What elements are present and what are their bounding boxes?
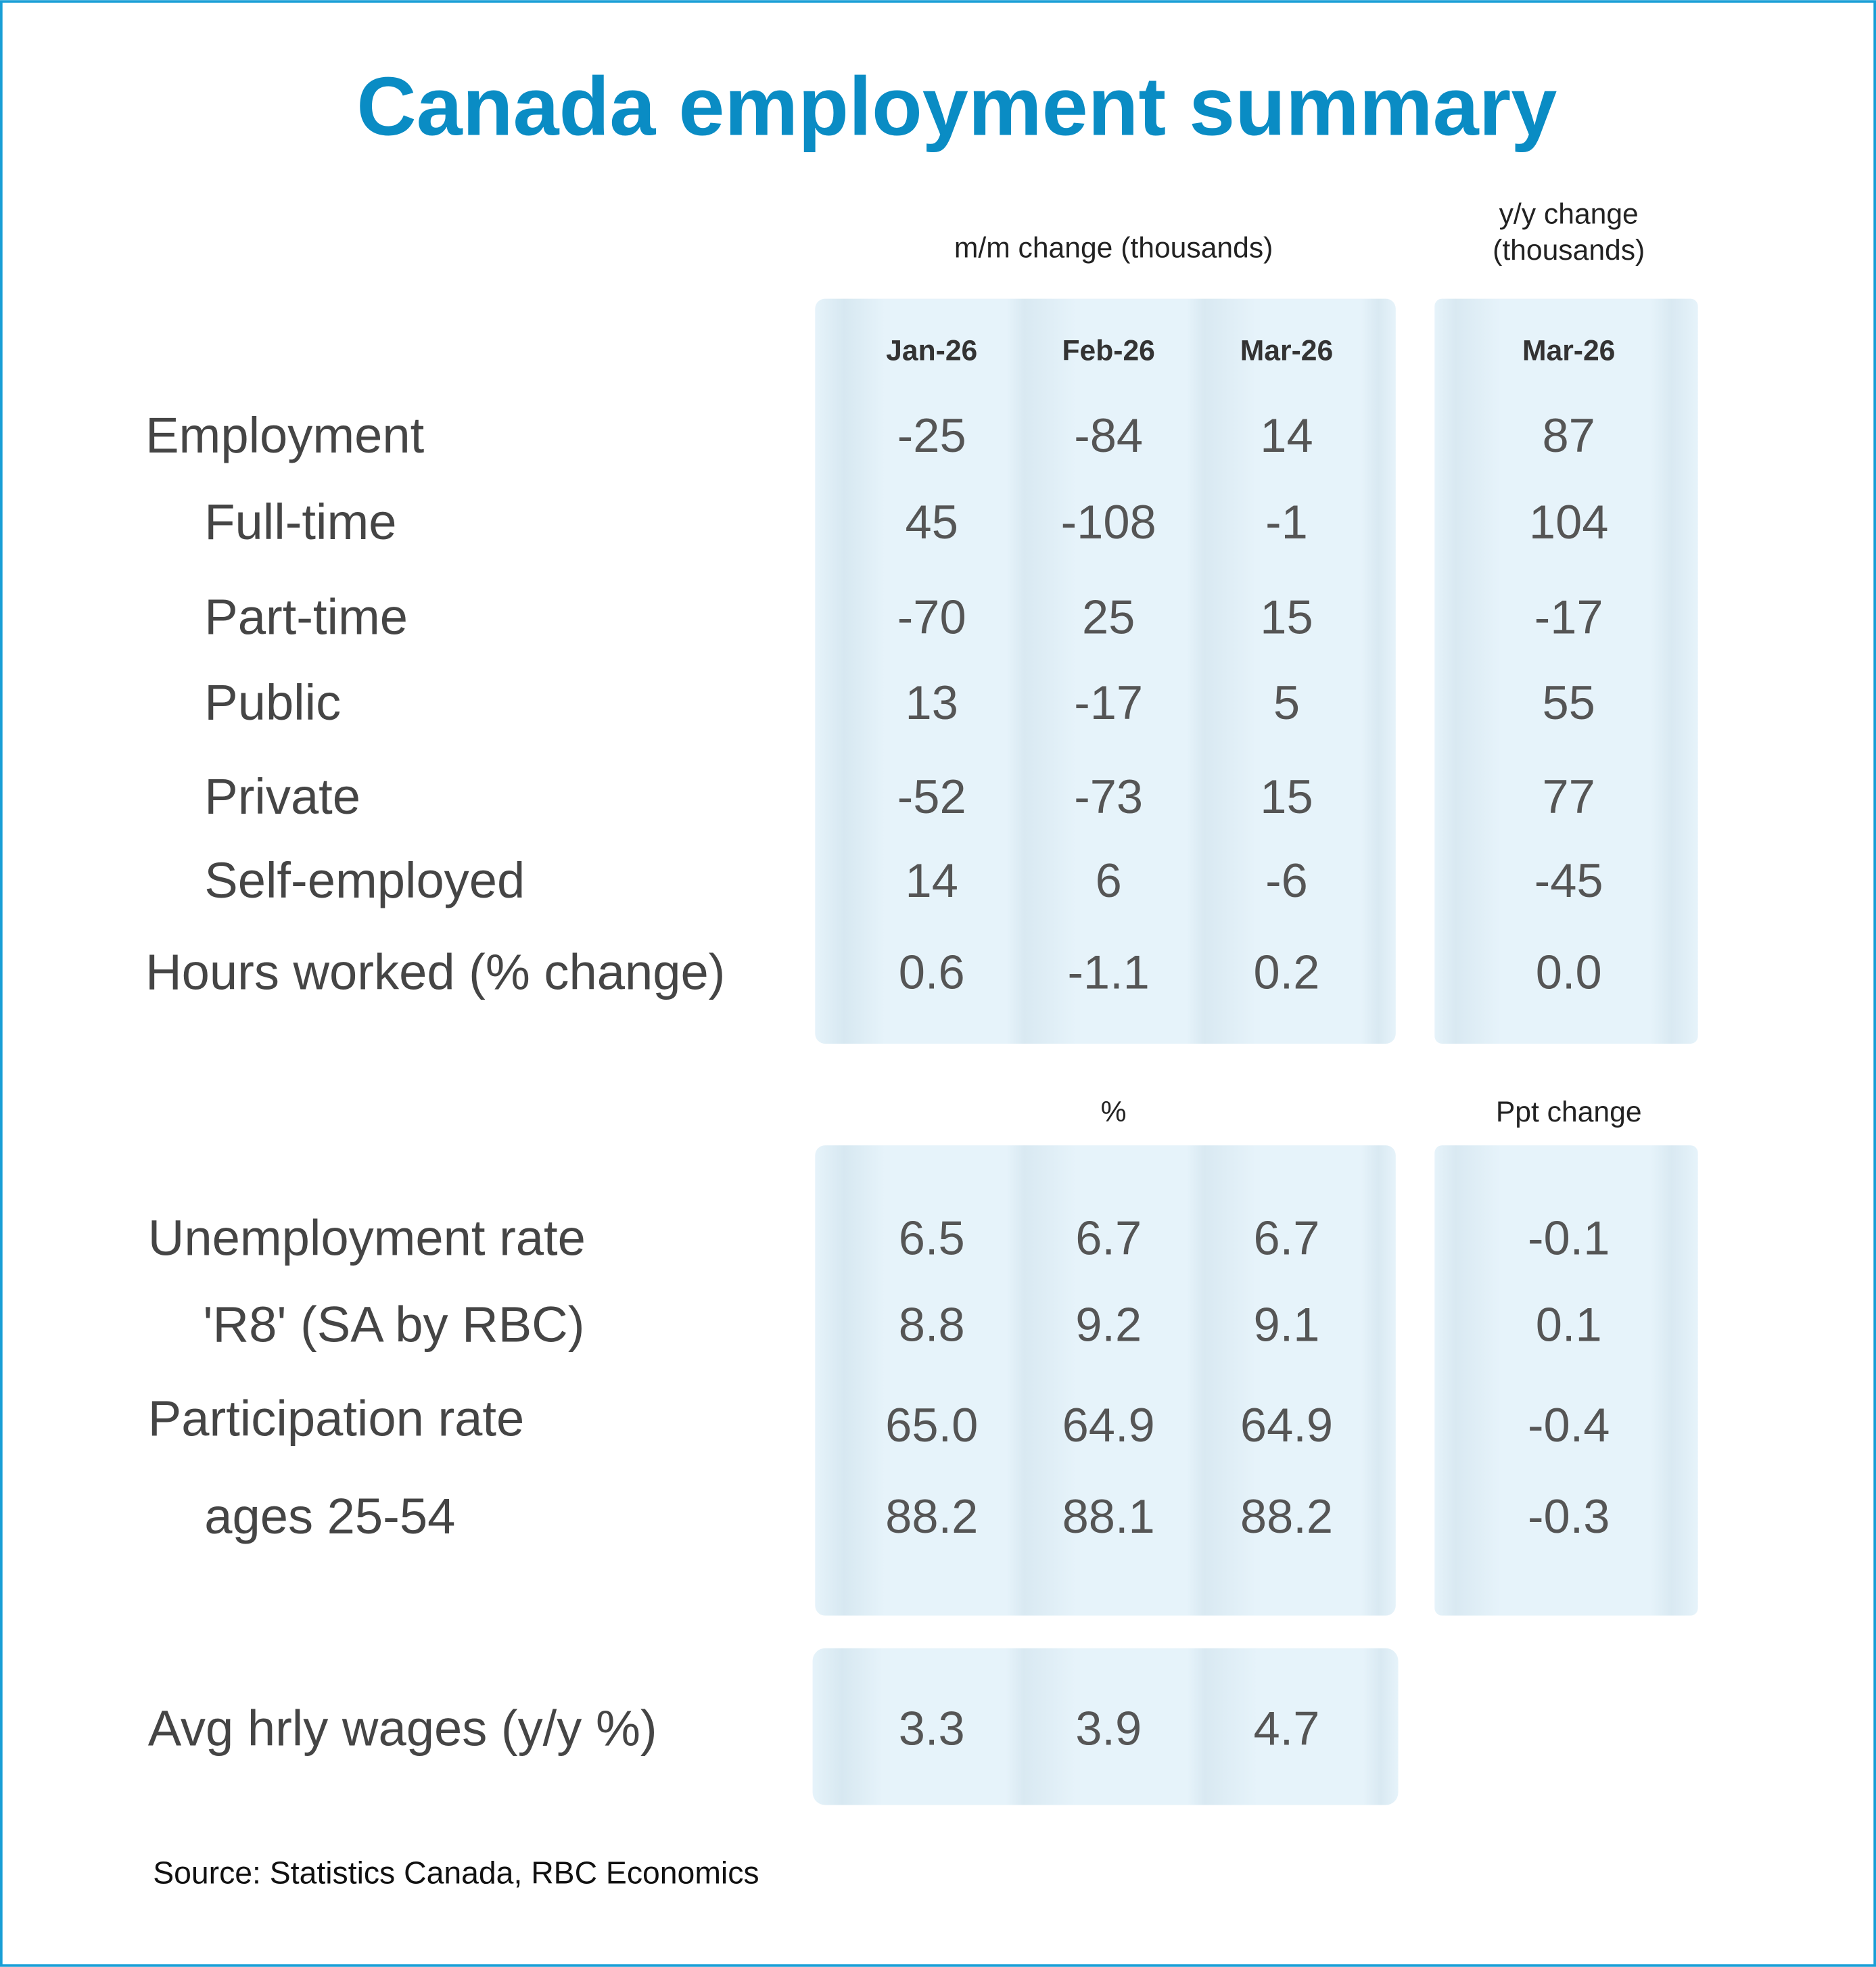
column-header: Mar-26: [1522, 335, 1615, 367]
cell-value: -0.4: [1528, 1398, 1610, 1452]
row-label: Participation rate: [148, 1391, 524, 1447]
cell-value: 3.3: [899, 1702, 965, 1755]
cell-value: 3.9: [1075, 1702, 1142, 1755]
cell-value: 77: [1543, 770, 1595, 823]
row-label: 'R8' (SA by RBC): [203, 1297, 584, 1353]
panel: [815, 298, 1396, 1044]
column-header: Mar-26: [1240, 335, 1333, 367]
cell-value: 9.1: [1254, 1298, 1320, 1351]
cell-value: 0.0: [1536, 945, 1602, 998]
cell-value: -6: [1265, 854, 1308, 907]
row-label: Part-time: [204, 589, 408, 645]
row-label: Private: [204, 768, 360, 825]
cell-value: -17: [1074, 676, 1143, 729]
column-header: Jan-26: [886, 335, 977, 367]
cell-value: 6: [1096, 854, 1122, 907]
cell-value: -108: [1061, 495, 1156, 549]
cell-value: 88.1: [1062, 1489, 1155, 1543]
cell-value: 0.1: [1536, 1298, 1602, 1351]
row-label: Avg hrly wages (y/y %): [148, 1700, 657, 1757]
cell-value: -0.3: [1528, 1489, 1610, 1543]
title: Canada employment summary: [356, 60, 1557, 152]
cell-value: -17: [1534, 591, 1603, 644]
cell-value: -0.1: [1528, 1211, 1610, 1265]
cell-value: 14: [1260, 409, 1313, 462]
column-header: Feb-26: [1062, 335, 1154, 367]
cell-value: -45: [1534, 854, 1603, 907]
cell-value: 45: [906, 495, 958, 549]
group-header: m/m change (thousands): [954, 232, 1273, 264]
cell-value: 64.9: [1240, 1398, 1333, 1452]
cell-value: 25: [1082, 591, 1135, 644]
row-label: Unemployment rate: [148, 1210, 586, 1266]
cell-value: 14: [906, 854, 958, 907]
cell-value: 6.5: [899, 1211, 965, 1265]
row-label: Full-time: [204, 494, 396, 550]
cell-value: 4.7: [1254, 1702, 1320, 1755]
cell-value: -73: [1074, 770, 1143, 823]
panel: [1434, 1145, 1698, 1616]
cell-value: 88.2: [885, 1489, 978, 1543]
cell-value: 8.8: [899, 1298, 965, 1351]
cell-value: 0.6: [899, 945, 965, 998]
cell-value: 88.2: [1240, 1489, 1333, 1543]
cell-value: 65.0: [885, 1398, 978, 1452]
row-label: Employment: [145, 407, 425, 463]
cell-value: 6.7: [1254, 1211, 1320, 1265]
source: Source: Statistics Canada, RBC Economics: [153, 1855, 759, 1891]
cell-value: -1: [1265, 495, 1308, 549]
cell-value: 6.7: [1075, 1211, 1142, 1265]
cell-value: 87: [1543, 409, 1595, 462]
group-header: (thousands): [1493, 234, 1645, 267]
row-label: Hours worked (% change): [145, 944, 725, 1000]
group-header: Ppt change: [1496, 1096, 1642, 1128]
cell-value: 9.2: [1075, 1298, 1142, 1351]
group-header: y/y change: [1499, 198, 1639, 230]
cell-value: -52: [897, 770, 966, 823]
cell-value: 64.9: [1062, 1398, 1155, 1452]
cell-value: 5: [1273, 676, 1300, 729]
cell-value: -1.1: [1067, 945, 1149, 998]
row-label: ages 25-54: [204, 1488, 455, 1544]
row-label: Public: [204, 674, 341, 731]
cell-value: 104: [1529, 495, 1609, 549]
cell-value: -70: [897, 591, 966, 644]
panel: [815, 1145, 1396, 1616]
panel: [1434, 298, 1698, 1044]
panel: [812, 1648, 1399, 1805]
cell-value: 55: [1543, 676, 1595, 729]
cell-value: 13: [906, 676, 958, 729]
cell-value: 15: [1260, 770, 1313, 823]
cell-value: 15: [1260, 591, 1313, 644]
cell-value: -25: [897, 409, 966, 462]
group-header: %: [1101, 1096, 1127, 1128]
row-label: Self-employed: [204, 852, 525, 908]
cell-value: -84: [1074, 409, 1143, 462]
cell-value: 0.2: [1254, 945, 1320, 998]
